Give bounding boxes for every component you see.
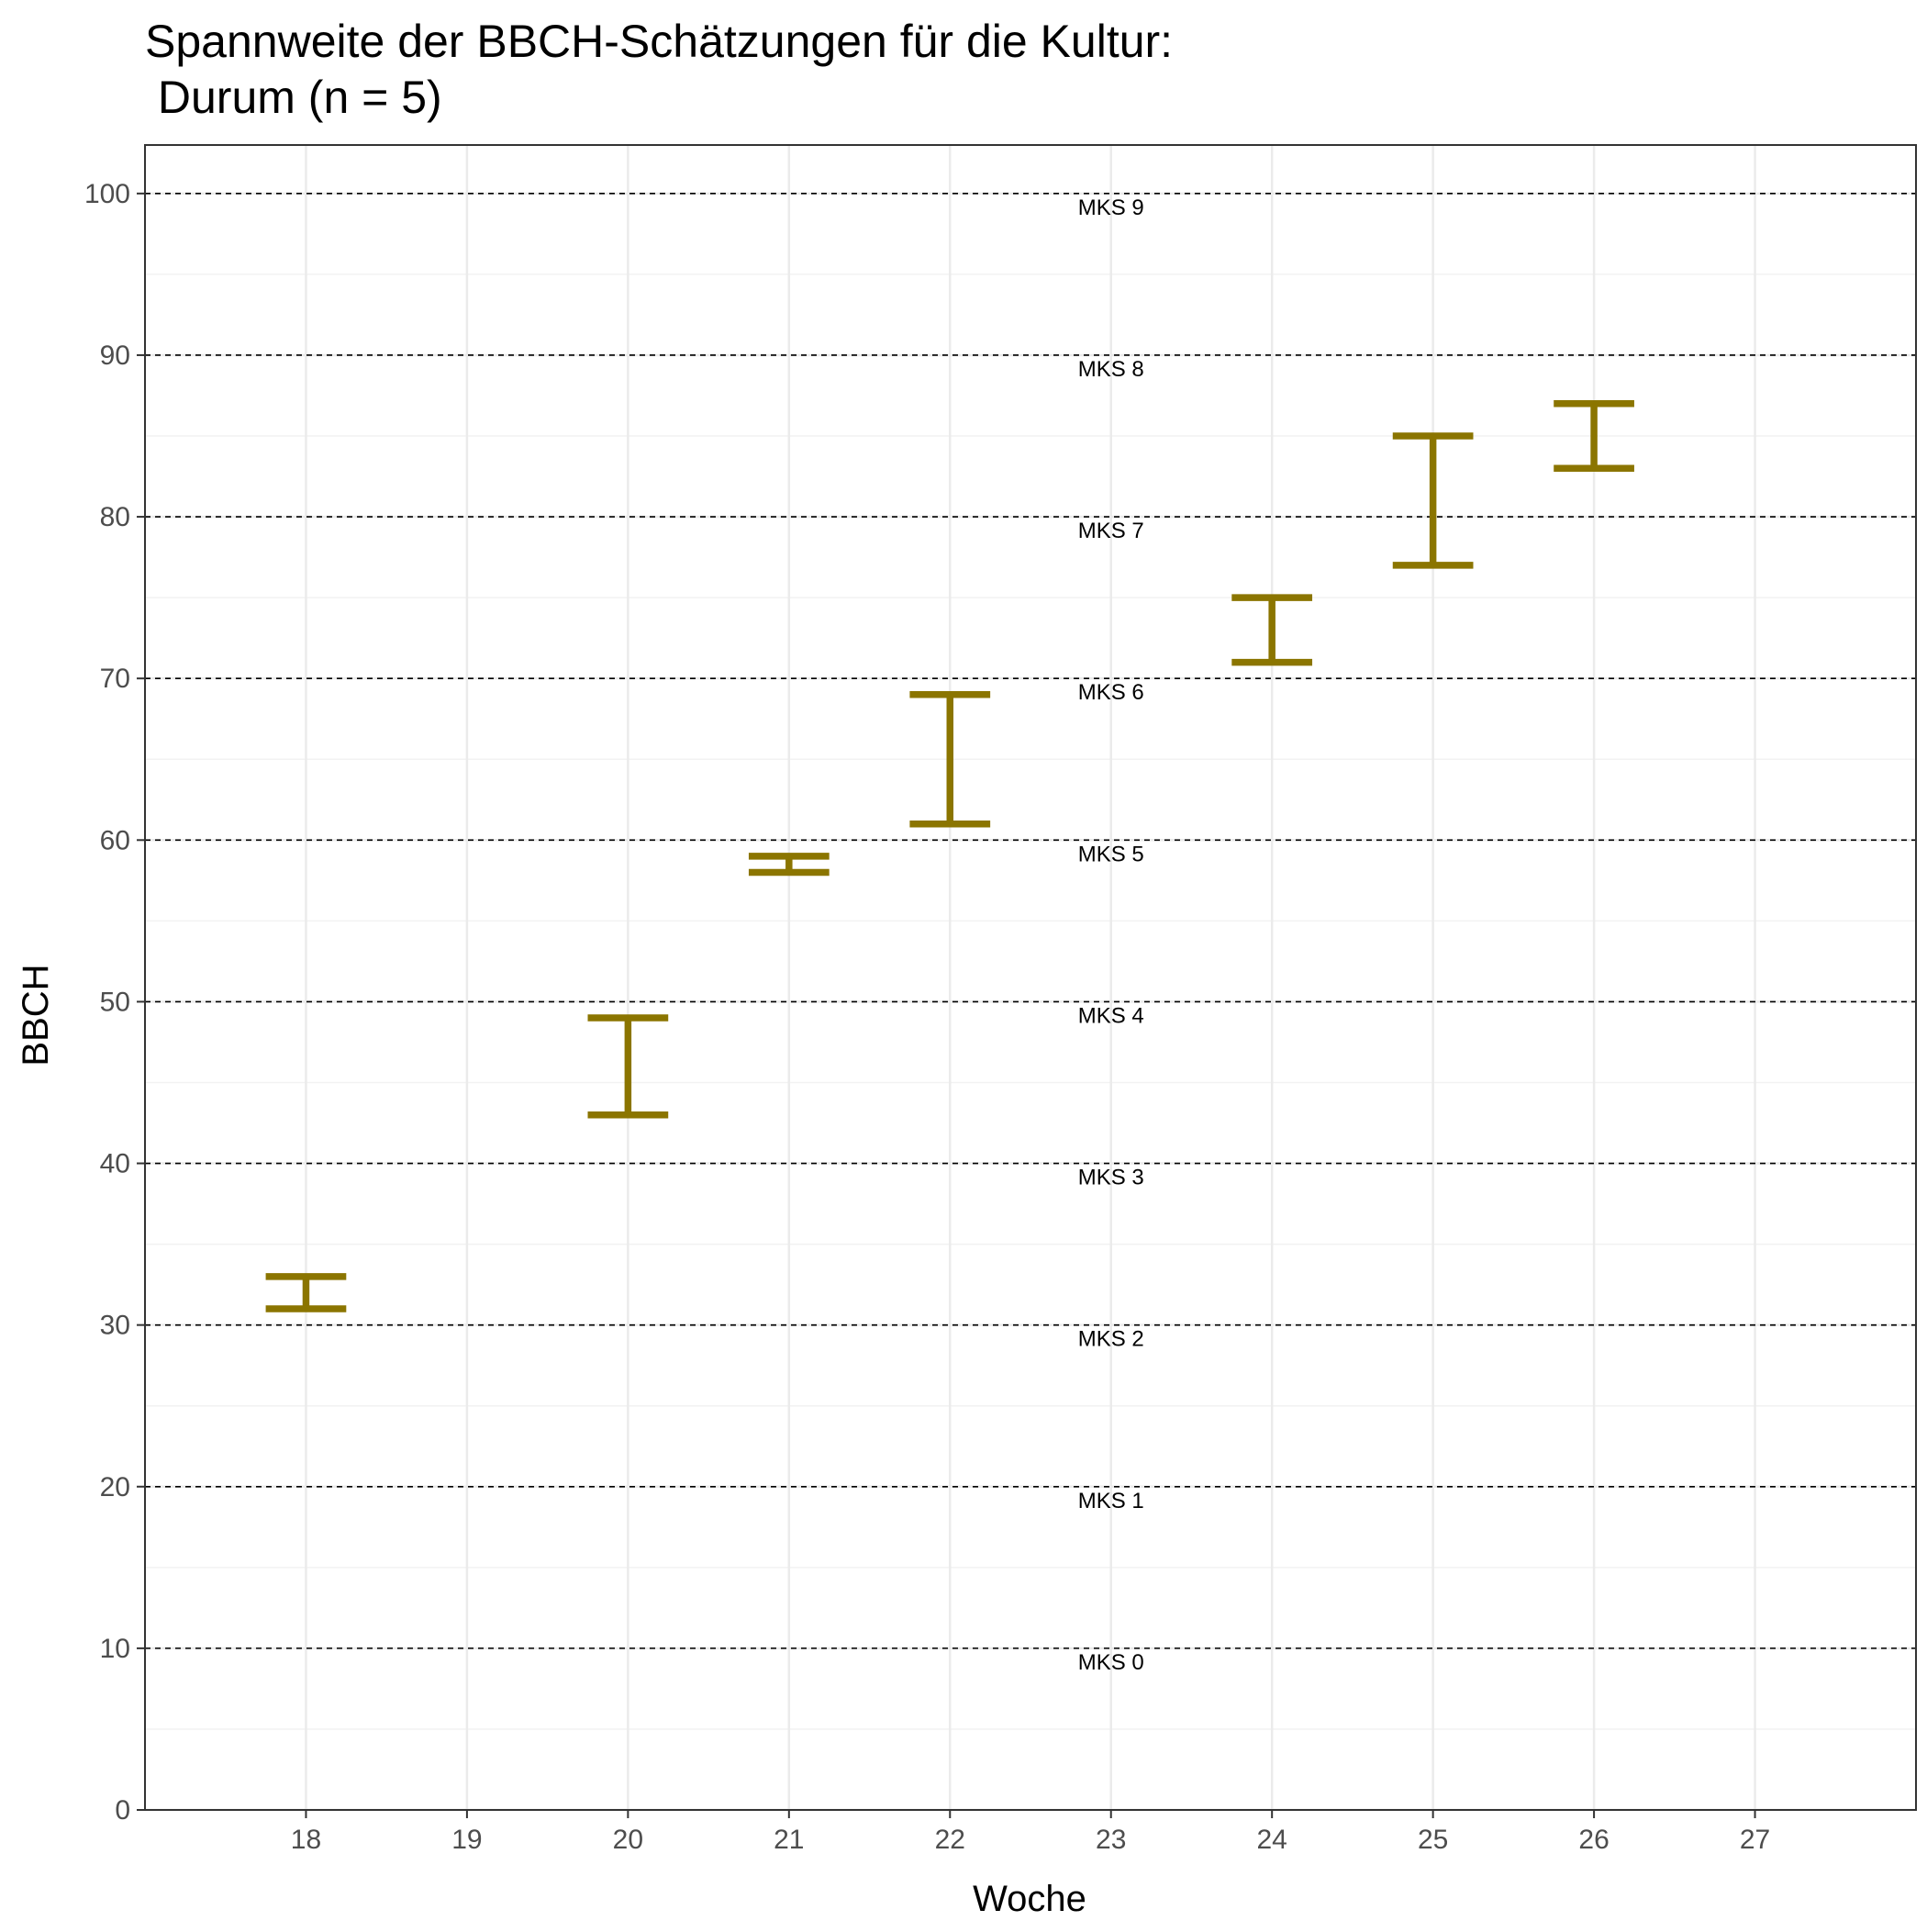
x-tick-label: 25 xyxy=(1418,1825,1448,1855)
x-tick-label: 24 xyxy=(1256,1825,1287,1855)
x-tick-label: 19 xyxy=(451,1825,482,1855)
reference-label: MKS 5 xyxy=(1078,842,1144,866)
reference-lines: MKS 0 MKS 1 MKS 2 MKS 3 MKS 4 MKS 5 MKS 6 MKS 7… xyxy=(145,193,1916,1675)
reference-label: MKS 8 xyxy=(1078,357,1144,382)
chart-subtitle: Durum (n = 5) xyxy=(145,72,442,123)
axes: 0 10 20 30 40 50 60 70 80 90 100 18 19 20 21 22 23 24 25 26… xyxy=(84,179,1770,1855)
x-tick-label: 22 xyxy=(935,1825,965,1855)
y-tick-label: 100 xyxy=(84,179,130,209)
errorbar xyxy=(587,1014,669,1119)
errorbar xyxy=(265,1273,347,1312)
y-tick-label: 0 xyxy=(115,1795,130,1826)
y-tick-label: 90 xyxy=(100,341,130,371)
y-tick-label: 80 xyxy=(100,502,130,532)
reference-label: MKS 3 xyxy=(1078,1166,1144,1190)
reference-label: MKS 6 xyxy=(1078,680,1144,705)
reference-label: MKS 1 xyxy=(1078,1489,1144,1513)
errorbar xyxy=(1231,594,1313,666)
errorbar xyxy=(909,691,991,828)
reference-label: MKS 0 xyxy=(1078,1650,1144,1675)
reference-label: MKS 9 xyxy=(1078,195,1144,220)
reference-label: MKS 7 xyxy=(1078,519,1144,543)
x-tick-label: 23 xyxy=(1096,1825,1126,1855)
x-tick-label: 21 xyxy=(774,1825,804,1855)
x-tick-label: 26 xyxy=(1578,1825,1609,1855)
y-tick-label: 50 xyxy=(100,987,130,1017)
errorbar xyxy=(1554,400,1634,472)
y-tick-label: 10 xyxy=(100,1634,130,1664)
errorbar xyxy=(748,853,830,877)
y-tick-label: 40 xyxy=(100,1149,130,1179)
y-tick-label: 70 xyxy=(100,664,130,694)
y-tick-label: 30 xyxy=(100,1311,130,1341)
chart-title: Spannweite der BBCH-Schätzungen für die … xyxy=(145,16,1173,67)
x-tick-label: 18 xyxy=(291,1825,321,1855)
y-tick-label: 60 xyxy=(100,825,130,855)
x-tick-label: 20 xyxy=(613,1825,643,1855)
y-axis-title: BBCH xyxy=(16,964,56,1066)
y-tick-label: 20 xyxy=(100,1472,130,1502)
errorbar xyxy=(1392,432,1474,569)
x-tick-label: 27 xyxy=(1740,1825,1770,1855)
reference-label: MKS 4 xyxy=(1078,1003,1144,1028)
panel-border xyxy=(144,144,1917,1811)
errorbars xyxy=(265,400,1634,1312)
reference-label: MKS 2 xyxy=(1078,1327,1144,1352)
x-axis-title: Woche xyxy=(973,1879,1086,1919)
